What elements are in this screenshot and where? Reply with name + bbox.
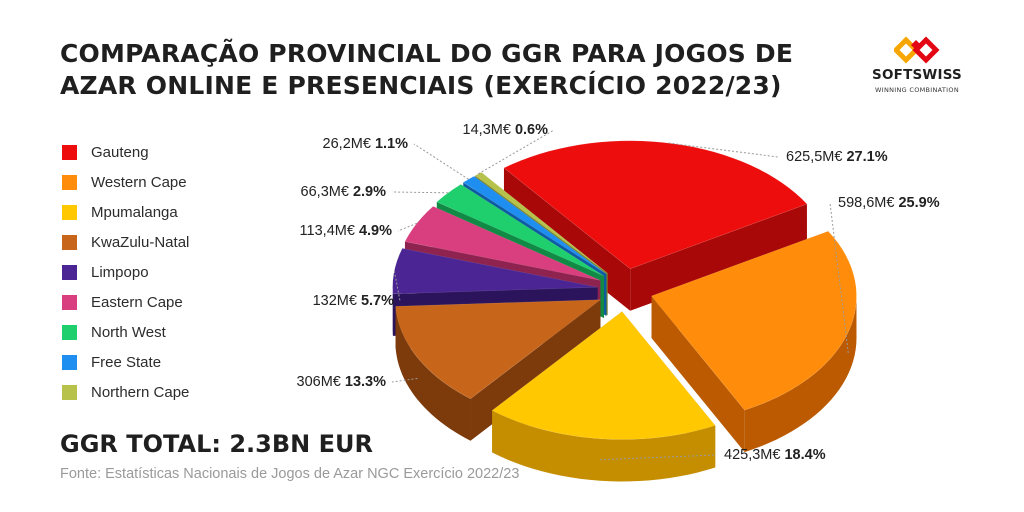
slice-percent-label: 0.6% — [515, 122, 548, 138]
slice-label: 306M€ 13.3% — [297, 374, 387, 390]
label-leader-line — [600, 454, 717, 461]
legend-label: Northern Cape — [91, 383, 190, 401]
slice-label: 26,2M€ 1.1% — [323, 136, 409, 152]
legend-swatch — [62, 324, 77, 340]
slice-value-label: 113,4M€ — [300, 223, 359, 239]
legend-label: Limpopo — [91, 263, 149, 281]
chart-title-line-2: AZAR ONLINE E PRESENCIAIS (EXERCÍCIO 202… — [60, 71, 782, 100]
legend-swatch — [62, 354, 77, 370]
slice-value-label: 14,3M€ — [463, 122, 515, 138]
legend-item: North West — [62, 317, 262, 347]
pie-slice-cut-face — [651, 296, 745, 453]
legend-item: Limpopo — [62, 257, 262, 287]
legend-swatch — [62, 144, 77, 160]
label-leader-line — [478, 129, 555, 175]
slice-value-label: 26,2M€ — [323, 136, 375, 152]
legend-label: Eastern Cape — [91, 293, 183, 311]
pie-slice-wall — [395, 306, 471, 441]
slice-label: 625,5M€ 27.1% — [786, 149, 888, 165]
legend-item: Gauteng — [62, 137, 262, 167]
softswiss-logo-icon — [894, 36, 940, 64]
legend-item: Western Cape — [62, 167, 262, 197]
pie-slice-eastern-cape — [404, 205, 601, 281]
label-leader-line — [397, 222, 418, 232]
slice-value-label: 625,5M€ — [786, 149, 846, 165]
chart-title-line-1: COMPARAÇÃO PROVINCIAL DO GGR PARA JOGOS … — [60, 39, 794, 68]
legend-swatch — [62, 384, 77, 400]
legend-item: Eastern Cape — [62, 287, 262, 317]
slice-label: 113,4M€ 4.9% — [300, 223, 393, 239]
pie-slice-western-cape — [650, 230, 857, 411]
pie-tops — [392, 140, 857, 440]
pie-slice-northern-cape — [474, 172, 608, 274]
legend-swatch — [62, 294, 77, 310]
legend-label: Mpumalanga — [91, 203, 178, 221]
slice-label: 425,3M€ 18.4% — [724, 447, 826, 463]
slice-percent-label: 13.3% — [345, 374, 386, 390]
label-leader-line — [829, 202, 849, 353]
legend-item: Northern Cape — [62, 377, 262, 407]
slice-label: 14,3M€ 0.6% — [463, 122, 549, 138]
slice-label: 598,6M€ 25.9% — [838, 195, 940, 211]
legend-item: Free State — [62, 347, 262, 377]
label-leader-line — [391, 377, 418, 383]
pie-slice-free-state — [462, 175, 607, 275]
label-leader-line — [413, 143, 469, 180]
pie-slice-gauteng — [503, 140, 808, 270]
legend-label: Gauteng — [91, 143, 149, 161]
legend-label: North West — [91, 323, 166, 341]
slice-value-label: 306M€ — [297, 374, 345, 390]
legend: Gauteng Western Cape Mpumalanga KwaZulu-Nat… — [62, 137, 262, 407]
slice-value-label: 425,3M€ — [724, 447, 784, 463]
slice-percent-label: 5.7% — [361, 293, 394, 309]
slice-percent-label: 27.1% — [846, 149, 887, 165]
slice-value-label: 598,6M€ — [838, 195, 898, 211]
pie-labels: 625,5M€ 27.1% 598,6M€ 25.9% 425,3M€ 18.4% 3… — [297, 122, 940, 463]
softswiss-logo: SOFTSWISS WINNING COMBINATION — [862, 36, 972, 98]
pie-slice-cut-face — [630, 203, 807, 311]
pie-slice-wall — [492, 410, 716, 482]
legend-item: KwaZulu-Natal — [62, 227, 262, 257]
logo-tagline: WINNING COMBINATION — [875, 86, 959, 94]
slice-percent-label: 18.4% — [784, 447, 825, 463]
slice-percent-label: 1.1% — [375, 136, 408, 152]
pie-slice-kwazulu-natal — [395, 299, 602, 400]
chart-title: COMPARAÇÃO PROVINCIAL DO GGR PARA JOGOS … — [60, 38, 820, 102]
legend-label: KwaZulu-Natal — [91, 233, 190, 251]
label-leader-line — [391, 191, 449, 194]
slice-label: 66,3M€ 2.9% — [301, 184, 387, 200]
legend-swatch — [62, 174, 77, 190]
label-leader-line — [393, 270, 401, 302]
source-note: Fonte: Estatísticas Nacionais de Jogos d… — [60, 466, 520, 482]
pie-slice-mpumalanga — [491, 311, 716, 440]
slice-percent-label: 2.9% — [353, 184, 386, 200]
slice-percent-label: 4.9% — [359, 223, 392, 239]
ggr-total: GGR TOTAL: 2.3BN EUR — [60, 430, 373, 458]
logo-name: SOFTSWISS — [872, 67, 962, 83]
pie-slice-wall — [744, 296, 857, 453]
legend-swatch — [62, 204, 77, 220]
legend-label: Free State — [91, 353, 162, 371]
legend-label: Western Cape — [91, 173, 187, 191]
legend-swatch — [62, 234, 77, 250]
slice-value-label: 132M€ — [313, 293, 361, 309]
slice-value-label: 66,3M€ — [301, 184, 353, 200]
slice-percent-label: 25.9% — [898, 195, 939, 211]
slice-label: 132M€ 5.7% — [313, 293, 395, 309]
legend-swatch — [62, 264, 77, 280]
legend-item: Mpumalanga — [62, 197, 262, 227]
